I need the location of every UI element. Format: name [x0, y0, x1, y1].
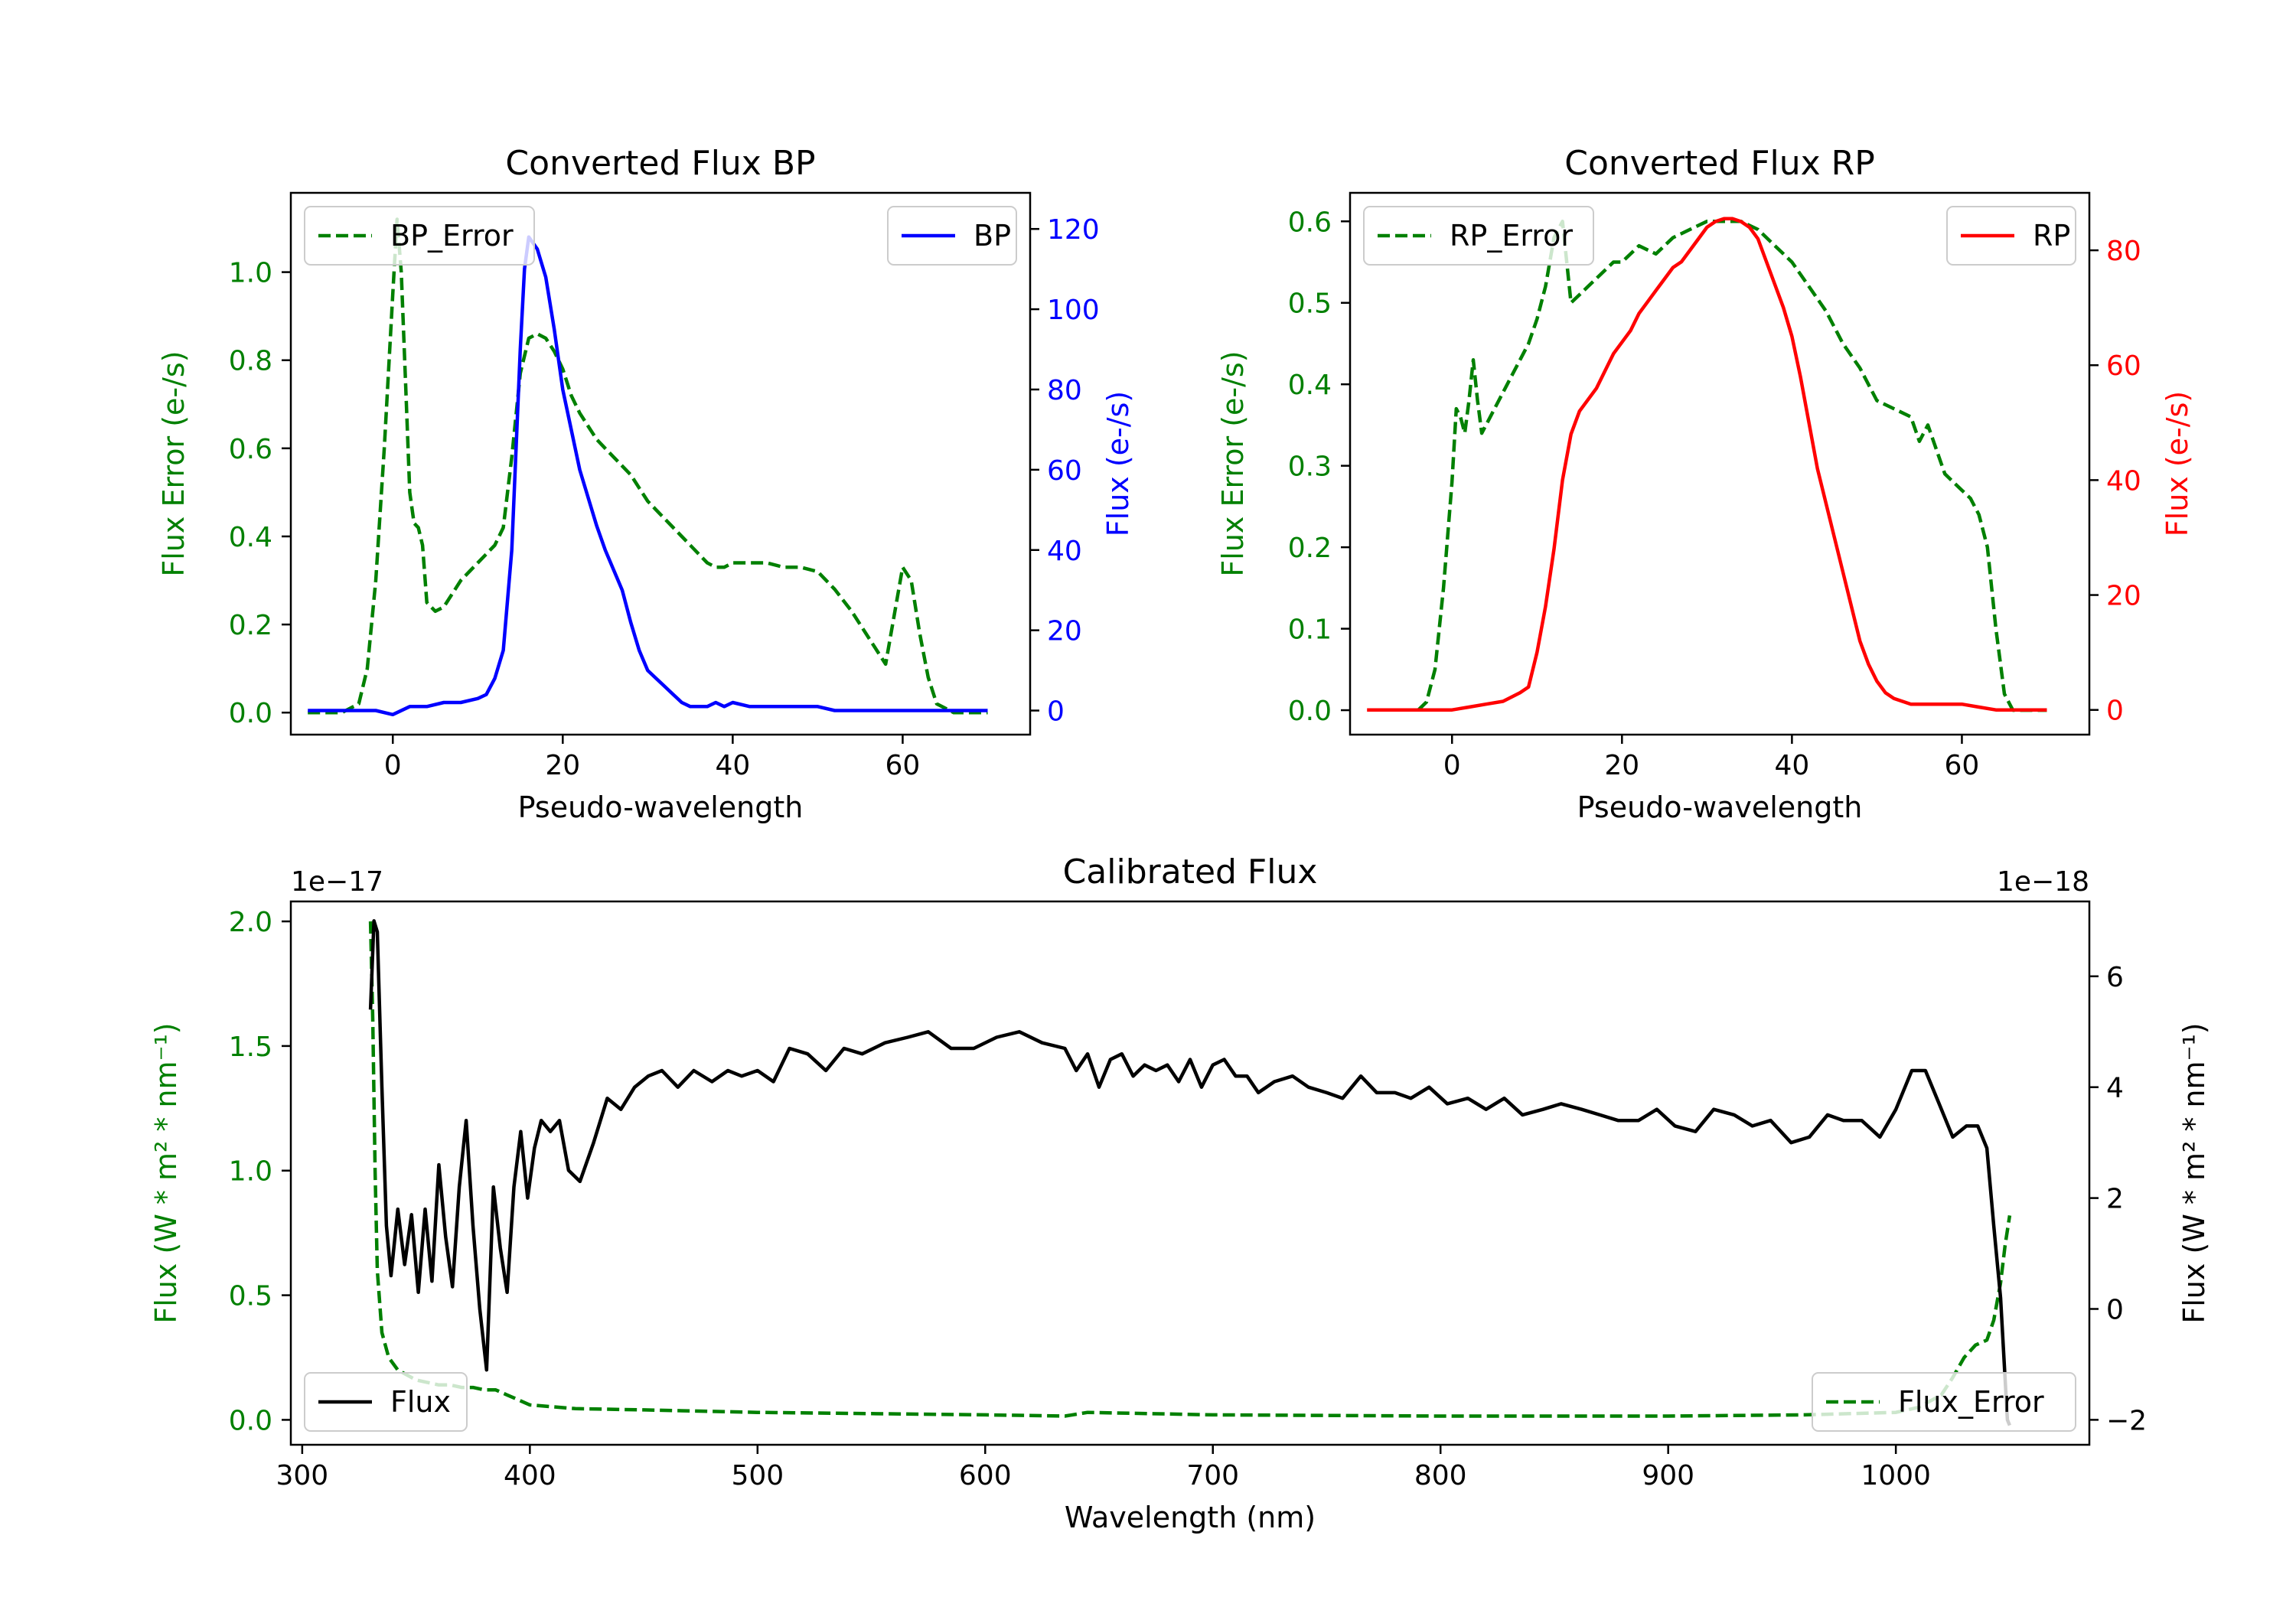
plot-frame	[1349, 191, 2091, 736]
left-axis-label: Flux Error (e-/s)	[157, 350, 191, 576]
left-tick-label: 0.0	[229, 698, 272, 729]
x-tick-label: 20	[545, 750, 580, 781]
chart-title: Calibrated Flux	[1063, 852, 1318, 892]
x-tick-label: 800	[1414, 1460, 1467, 1491]
right-tick-label: 60	[1047, 455, 1082, 487]
left-axis-label: Flux (W * m² * nm⁻¹)	[149, 1022, 183, 1323]
left-tick-label: 0.4	[1288, 370, 1332, 401]
x-tick-label: 0	[384, 750, 402, 781]
x-tick-label: 700	[1186, 1460, 1239, 1491]
left-tick-label: 0.4	[229, 522, 272, 553]
x-tick-label: 1000	[1861, 1460, 1931, 1491]
series-line-bp	[308, 235, 988, 717]
right-tick-label: 20	[1047, 616, 1082, 647]
x-axis-label: Wavelength (nm)	[1065, 1501, 1316, 1534]
right-tick-label: 40	[1047, 536, 1082, 567]
left-tick-label: 0.6	[1288, 207, 1332, 238]
right-tick-label: 2	[2106, 1184, 2124, 1215]
chart-title: Converted Flux BP	[505, 144, 815, 183]
chart-panel-2: 0 20 40 60 Pseudo-wavelength Converted Flux R…	[1216, 144, 2194, 824]
legend-box	[304, 1372, 468, 1432]
left-tick-label: 1.0	[229, 258, 272, 289]
right-tick-label: 60	[2106, 350, 2141, 382]
legend-bp-error: BP_Error	[304, 206, 535, 266]
x-axis-label: Pseudo-wavelength	[1577, 790, 1863, 824]
chart-panel-3: 300 400 500 600 700 800 900 1000 Wavelength (nm)…	[149, 852, 2211, 1534]
right-tick-label: 80	[1047, 375, 1082, 406]
left-tick-label: 0.5	[229, 1281, 272, 1312]
right-tick-label: 6	[2106, 962, 2124, 993]
left-tick-label: 1.5	[229, 1032, 272, 1063]
left-tick-label: 0.0	[229, 1405, 272, 1436]
x-tick-label: 40	[1774, 750, 1809, 781]
chart-panel-1: 0 20 40 60 Pseudo-wavelength Converted Flux B…	[157, 144, 1135, 824]
right-axis-label: Flux (W * m² * nm⁻¹)	[2177, 1022, 2211, 1323]
right-axis-label: Flux (e-/s)	[1101, 391, 1135, 536]
x-tick-label: 600	[959, 1460, 1012, 1491]
right-tick-label: 120	[1047, 214, 1100, 246]
right-tick-label: 4	[2106, 1073, 2124, 1104]
right-tick-label: 0	[2106, 696, 2124, 727]
x-tick-label: 400	[504, 1460, 556, 1491]
left-tick-label: 1.0	[229, 1156, 272, 1188]
legend-label: Flux	[390, 1385, 451, 1419]
series-line-rp	[1367, 217, 2047, 712]
legend-label: BP_Error	[390, 219, 514, 253]
series-line-rp-error	[1417, 220, 2047, 712]
right-tick-label: −2	[2106, 1405, 2147, 1436]
x-tick-label: 60	[885, 750, 921, 781]
x-tick-label: 500	[731, 1460, 784, 1491]
legend-label: Flux_Error	[1898, 1385, 2044, 1419]
x-tick-label: 60	[1945, 750, 1980, 781]
left-tick-label: 0.2	[229, 610, 272, 641]
right-tick-label: 0	[1047, 696, 1065, 728]
x-tick-label: 0	[1443, 750, 1461, 781]
legend-label: RP	[2033, 219, 2070, 253]
right-tick-label: 100	[1047, 295, 1100, 326]
legend-flux: Flux	[304, 1372, 468, 1432]
legend-box	[1363, 206, 1594, 266]
left-tick-label: 0.0	[1288, 696, 1332, 727]
plot-frame	[289, 900, 2091, 1446]
legend-rp: RP	[1946, 206, 2076, 266]
left-tick-label: 0.8	[229, 346, 272, 377]
left-tick-label: 0.5	[1288, 288, 1332, 320]
left-tick-label: 2.0	[229, 907, 272, 938]
right-tick-label: 0	[2106, 1295, 2124, 1326]
legend-box	[1812, 1372, 2076, 1432]
plot-frame	[289, 191, 1032, 736]
left-tick-label: 0.2	[1288, 533, 1332, 564]
left-tick-label: 0.3	[1288, 451, 1332, 483]
left-tick-label: 0.1	[1288, 614, 1332, 646]
series-line-bp-error	[308, 217, 988, 715]
legend-box	[304, 206, 535, 266]
right-axis-label: Flux (e-/s)	[2161, 391, 2194, 536]
right-tick-label: 40	[2106, 465, 2141, 497]
left-offset-text: 1e−17	[291, 866, 383, 898]
legend-rp-error: RP_Error	[1363, 206, 1594, 266]
right-offset-text: 1e−18	[1997, 866, 2089, 898]
series-line-flux	[368, 919, 2011, 1426]
right-tick-label: 80	[2106, 236, 2141, 267]
legend-label: RP_Error	[1450, 219, 1573, 253]
chart-title: Converted Flux RP	[1564, 144, 1875, 183]
x-axis-label: Pseudo-wavelength	[518, 790, 804, 824]
x-tick-label: 900	[1642, 1460, 1694, 1491]
left-axis-label: Flux Error (e-/s)	[1216, 350, 1250, 576]
legend-bp: BP	[887, 206, 1017, 266]
x-tick-label: 20	[1604, 750, 1639, 781]
left-tick-label: 0.6	[229, 434, 272, 465]
x-tick-label: 300	[276, 1460, 329, 1491]
x-tick-label: 40	[715, 750, 750, 781]
right-tick-label: 20	[2106, 581, 2141, 612]
legend-label: BP	[974, 219, 1011, 253]
legend-flux-error: Flux_Error	[1812, 1372, 2076, 1432]
